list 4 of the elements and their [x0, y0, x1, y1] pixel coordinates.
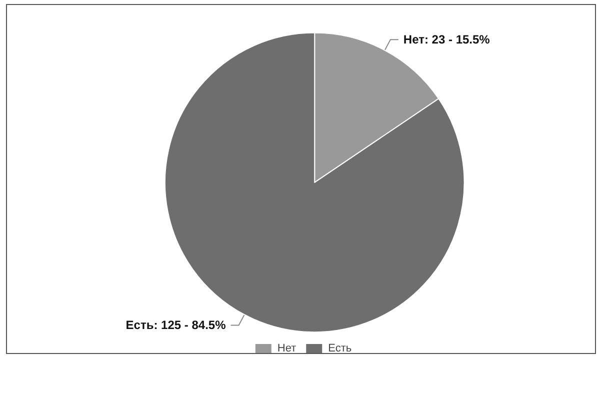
data-label: Есть: 125 - 84.5%	[126, 318, 226, 332]
legend-label: Нет	[277, 342, 296, 354]
data-label: Нет: 23 - 15.5%	[403, 32, 490, 47]
legend-label: Есть	[328, 342, 352, 354]
